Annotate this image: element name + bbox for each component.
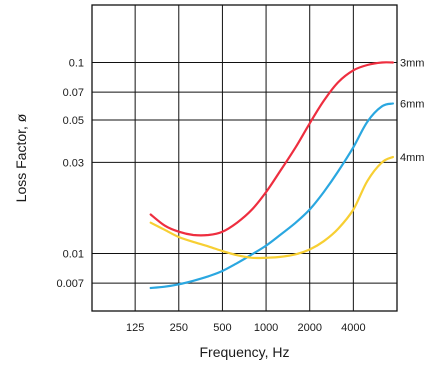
series-label-3mm: 3mm xyxy=(400,57,424,69)
y-tick-label: 0.05 xyxy=(63,115,84,127)
y-tick-label: 0.1 xyxy=(69,57,84,69)
series-labels: 3mm 6mm 4mm xyxy=(400,57,424,164)
series-label-6mm: 6mm xyxy=(400,99,424,111)
series-line-4mm xyxy=(149,155,394,260)
y-tick-label: 0.03 xyxy=(63,157,84,169)
x-axis-title: Frequency, Hz xyxy=(200,344,290,360)
series-lines xyxy=(149,61,394,290)
x-tick-label: 250 xyxy=(170,322,188,334)
tick-labels: 125 250 500 1000 2000 4000 0.1 0.07 0.05 0.03 0.01… xyxy=(56,57,365,334)
series-label-4mm: 4mm xyxy=(400,152,424,164)
x-tick-label: 4000 xyxy=(341,322,365,334)
x-tick-label: 2000 xyxy=(297,322,321,334)
y-tick-label: 0.01 xyxy=(63,249,84,261)
y-tick-label: 0.07 xyxy=(63,87,84,99)
series-line-3mm xyxy=(149,61,394,237)
plot-frame xyxy=(91,4,398,312)
grid xyxy=(92,5,397,311)
y-tick-label: 0.007 xyxy=(56,278,84,290)
series-line-6mm xyxy=(149,102,394,290)
x-tick-label: 1000 xyxy=(254,322,278,334)
x-tick-label: 125 xyxy=(126,322,144,334)
y-axis-title: Loss Factor, ø xyxy=(13,113,29,202)
x-tick-label: 500 xyxy=(213,322,231,334)
